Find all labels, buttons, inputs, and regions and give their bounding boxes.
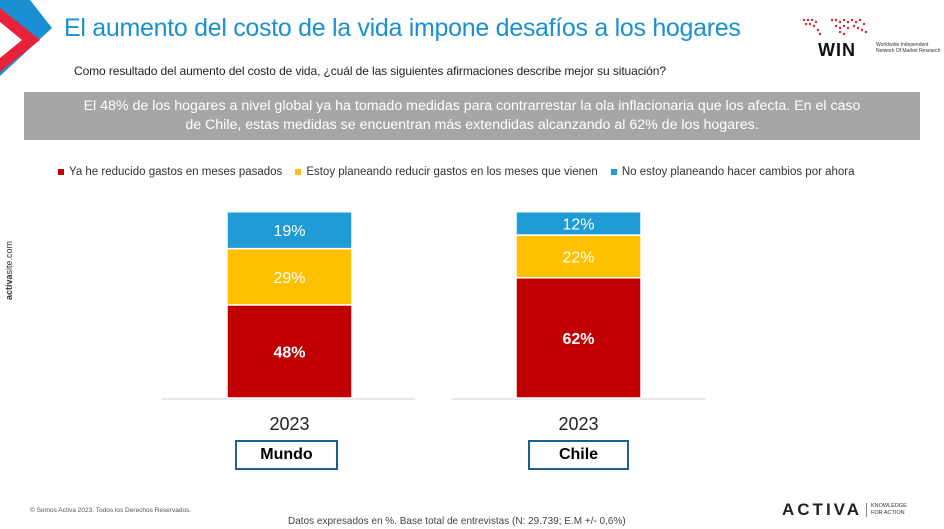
- data-note: Datos expresados en %. Base total de ent…: [288, 516, 626, 527]
- data-label: 19%: [273, 223, 305, 240]
- page-title: El aumento del costo de la vida impone d…: [64, 14, 741, 42]
- survey-question: Como resultado del aumento del costo de …: [74, 64, 666, 78]
- legend-label: Ya he reducido gastos en meses pasados: [69, 166, 283, 178]
- bar-segment-chile-no-change: [515, 211, 642, 236]
- legend-swatch-yellow: [295, 169, 302, 175]
- win-logo-subtitle: Worldwide Independent Network Of Market …: [876, 42, 941, 54]
- bar-segment-chile-planning: [515, 234, 642, 279]
- legend-swatch-red: [58, 169, 64, 175]
- bar-segment-chile-reduced: [515, 276, 642, 399]
- copyright-text: © Somos Activa 2023. Todos los Derechos …: [30, 507, 192, 514]
- legend-item-planning: Estoy planeando reducir gastos en los me…: [295, 166, 598, 178]
- legend-item-no-change: No estoy planeando hacer cambios por aho…: [610, 166, 855, 178]
- data-label: 12%: [562, 216, 594, 233]
- bar-segment-mundo-planning: [226, 247, 353, 306]
- tagline-line-1: KNOWLEDGE: [871, 503, 907, 509]
- legend-label: No estoy planeando hacer cambios por aho…: [621, 166, 855, 178]
- legend-swatch-blue: [610, 169, 617, 175]
- tagline-line-2: FOR ACTION: [871, 510, 905, 516]
- banner-line-2: de Chile, estas medidas se encuentran má…: [185, 117, 759, 133]
- category-box-chile: Chile: [528, 440, 629, 470]
- x-tick-label-year: 2023: [269, 414, 309, 434]
- activa-tagline: KNOWLEDGE FOR ACTION: [866, 503, 907, 517]
- legend-item-reduced: Ya he reducido gastos en meses pasados: [58, 166, 282, 178]
- x-tick-label-year: 2023: [558, 414, 598, 434]
- data-label: 48%: [273, 344, 305, 361]
- chart-legend: Ya he reducido gastos en meses pasados E…: [58, 166, 868, 178]
- data-label: 22%: [562, 249, 594, 266]
- activa-brand: ACTIVA: [782, 500, 863, 519]
- bar-segment-mundo-no-change: [226, 211, 353, 250]
- data-label: 62%: [562, 331, 594, 348]
- category-box-mundo: Mundo: [235, 440, 338, 470]
- data-label: 29%: [273, 270, 305, 287]
- activa-corner-logo: [0, 0, 52, 76]
- win-logo-text: WIN: [818, 40, 856, 60]
- legend-label: Estoy planeando reducir gastos en los me…: [306, 166, 598, 178]
- bar-segment-mundo-reduced: [226, 304, 353, 399]
- win-world-map-icon: [802, 18, 868, 36]
- banner-line-1: El 48% de los hogares a nivel global ya …: [83, 98, 861, 114]
- summary-banner: El 48% de los hogares a nivel global ya …: [24, 92, 920, 140]
